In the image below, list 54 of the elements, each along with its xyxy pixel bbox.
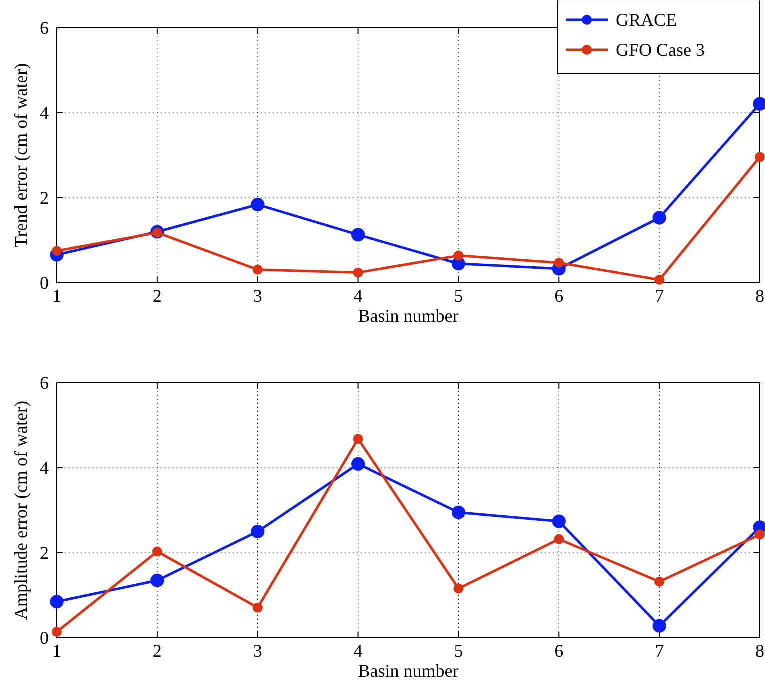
point [654, 576, 665, 587]
point [454, 584, 464, 594]
point [652, 619, 666, 633]
x-tick-label: 6 [554, 286, 564, 306]
x-tick-label: 8 [756, 286, 764, 306]
legend-label: GFO Case 3 [616, 40, 705, 60]
x-tick-label: 2 [152, 641, 162, 661]
point [251, 198, 265, 212]
x-axis-title: Basin number [358, 661, 459, 681]
point [552, 514, 566, 528]
y-axis-title: Trend error (cm of water) [11, 63, 31, 248]
x-axis-title: Basin number [358, 306, 459, 326]
y-tick-label: 0 [40, 628, 49, 648]
point [652, 211, 666, 225]
point [654, 275, 665, 286]
point [554, 534, 564, 544]
y-tick-label: 6 [40, 373, 49, 393]
point [452, 506, 466, 520]
point [351, 457, 366, 471]
point [353, 268, 364, 278]
point [152, 546, 162, 557]
x-tick-label: 7 [655, 641, 664, 661]
point [52, 627, 62, 638]
point [252, 602, 263, 613]
point [150, 574, 164, 588]
point [351, 228, 366, 242]
y-tick-label: 4 [40, 103, 49, 123]
x-tick-label: 3 [253, 286, 262, 306]
point [755, 530, 765, 540]
legend-label: GRACE [616, 10, 678, 30]
y-tick-label: 2 [40, 188, 49, 208]
point [554, 258, 564, 268]
x-tick-label: 3 [253, 641, 262, 661]
x-tick-label: 4 [354, 286, 363, 306]
x-tick-label: 6 [554, 641, 564, 661]
x-tick-label: 7 [655, 286, 664, 306]
x-tick-label: 2 [152, 286, 162, 306]
y-tick-label: 0 [40, 273, 49, 293]
y-tick-label: 2 [40, 543, 49, 563]
x-tick-label: 5 [454, 286, 464, 306]
y-axis-title: Amplitude error (cm of water) [11, 401, 31, 620]
x-tick-label: 1 [52, 286, 62, 306]
point [353, 434, 364, 444]
point [251, 524, 265, 539]
point [252, 264, 263, 275]
x-tick-label: 4 [354, 641, 363, 661]
point [755, 152, 765, 162]
x-tick-label: 1 [52, 641, 62, 661]
point [454, 250, 464, 261]
x-tick-label: 5 [454, 641, 464, 661]
point [50, 595, 64, 609]
x-tick-label: 8 [756, 641, 764, 661]
y-tick-label: 6 [40, 18, 49, 38]
y-tick-label: 4 [40, 458, 49, 478]
